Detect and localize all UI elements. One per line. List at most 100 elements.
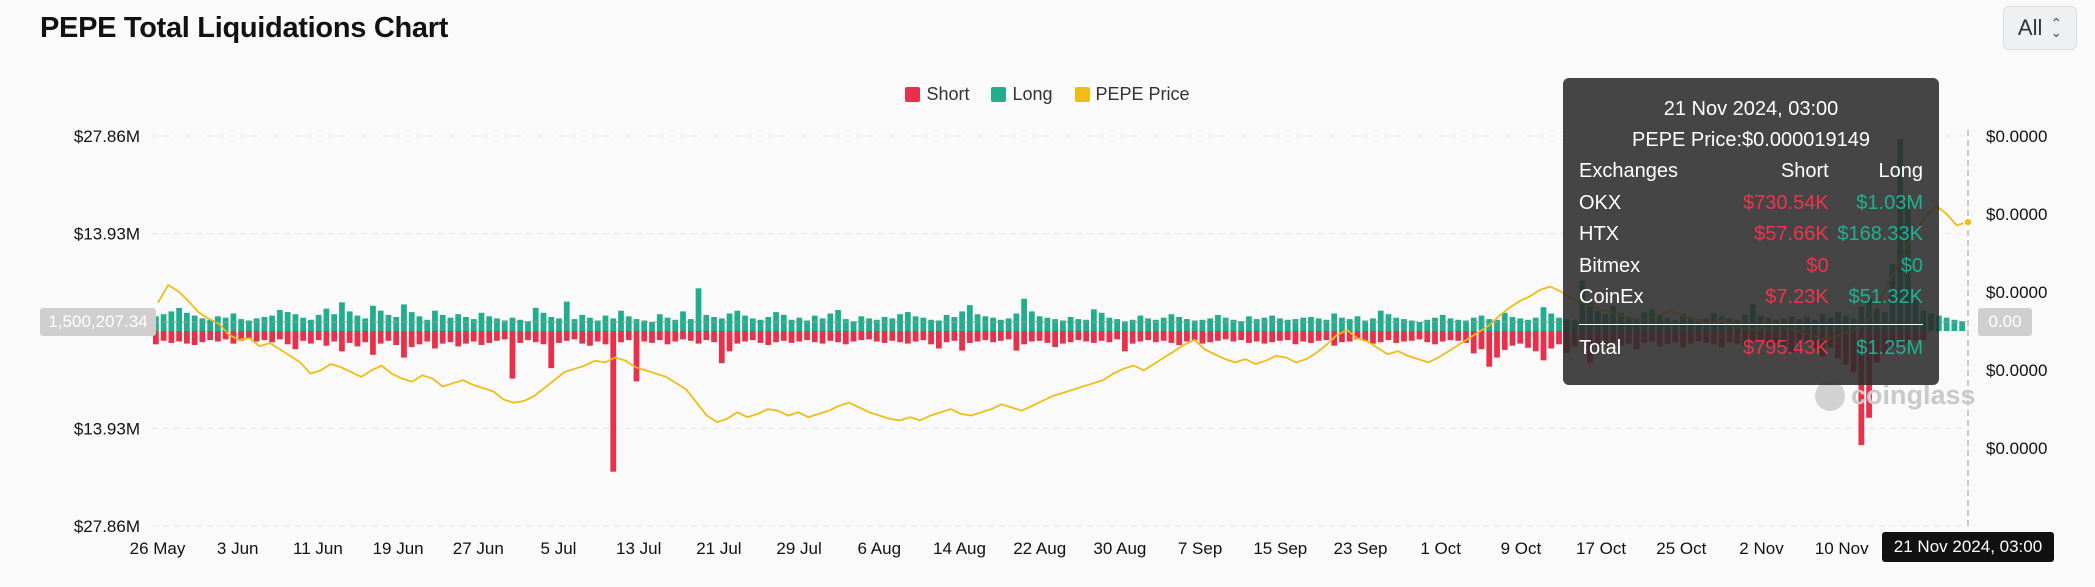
long-bar <box>687 319 694 331</box>
long-bar <box>253 318 260 331</box>
short-bar <box>1215 331 1221 341</box>
long-bar <box>1199 319 1206 331</box>
short-bar <box>742 331 748 342</box>
tooltip-exchange: Bitmex <box>1579 254 1641 277</box>
x-tick-label: 14 Aug <box>933 539 986 558</box>
short-bar <box>432 331 438 349</box>
long-bar <box>1362 320 1369 331</box>
short-bar <box>1153 331 1159 343</box>
long-bar <box>1028 311 1035 331</box>
short-bar <box>184 331 190 344</box>
long-bar <box>742 315 748 331</box>
range-select[interactable]: All ⌃ ⌄ <box>2003 6 2077 50</box>
tooltip-price: PEPE Price:$0.000019149 <box>1632 129 1870 151</box>
legend-item-short[interactable]: Short <box>905 84 969 105</box>
short-bar <box>656 331 663 341</box>
tooltip-short-value: $0 <box>1806 254 1829 277</box>
short-bar <box>331 331 338 342</box>
short-bar <box>222 331 229 340</box>
long-bar <box>292 314 299 331</box>
chart-legend: Short Long PEPE Price <box>0 84 2095 105</box>
long-bar <box>168 311 175 331</box>
short-bar <box>703 331 710 341</box>
short-bar <box>215 331 221 342</box>
long-bar <box>1548 313 1555 331</box>
price-point-marker <box>1963 217 1973 227</box>
short-bar <box>889 331 896 341</box>
short-bar <box>525 331 531 341</box>
short-bar <box>1122 331 1128 352</box>
long-bar <box>1424 319 1431 331</box>
long-bar <box>1114 319 1121 331</box>
short-bar <box>292 331 299 350</box>
long-bar <box>1129 319 1136 331</box>
x-tick-label: 21 Jul <box>696 539 741 558</box>
long-bar <box>1339 317 1345 331</box>
x-axis: 26 May 3 Jun 11 Jun 19 Jun 27 Jun 5 Jul 13 Jul… <box>130 539 1870 558</box>
x-tick-label: 11 Jun <box>293 539 343 558</box>
long-bar <box>1416 321 1423 331</box>
short-bar <box>819 331 826 344</box>
long-bar <box>1238 321 1245 331</box>
short-bar <box>1478 331 1485 350</box>
legend-item-long[interactable]: Long <box>991 84 1053 105</box>
long-bar <box>269 315 276 331</box>
legend-item-price[interactable]: PEPE Price <box>1074 84 1190 105</box>
x-tick-label: 17 Oct <box>1576 539 1626 558</box>
long-bar <box>315 314 322 331</box>
short-bar <box>928 331 934 345</box>
short-bar <box>804 331 810 341</box>
y-right-tick-label: $0.0000 <box>1986 283 2047 302</box>
long-bar <box>881 317 888 331</box>
x-tick-label: 15 Sep <box>1253 539 1307 558</box>
long-bar <box>478 312 485 331</box>
long-bar <box>796 317 803 331</box>
long-bar <box>1401 319 1407 331</box>
long-bar <box>1036 316 1043 331</box>
long-bar <box>997 319 1004 331</box>
long-bar <box>1098 312 1105 331</box>
x-tick-label: 23 Sep <box>1334 539 1388 558</box>
long-bar <box>447 317 454 331</box>
short-bar <box>1377 331 1384 343</box>
short-bar <box>548 331 555 369</box>
long-bar <box>346 311 353 331</box>
short-bar <box>191 331 198 345</box>
long-bar <box>897 314 903 331</box>
short-bar <box>1416 331 1423 340</box>
long-bar <box>982 316 989 331</box>
long-bar <box>718 318 725 331</box>
short-bar <box>571 331 578 340</box>
short-bar <box>207 331 214 341</box>
short-bar <box>990 331 996 343</box>
long-bar <box>1951 319 1958 331</box>
long-bar <box>1517 318 1524 331</box>
short-bar <box>246 331 252 339</box>
long-bar <box>1060 320 1066 331</box>
short-bar <box>1106 331 1113 343</box>
short-bar <box>904 331 911 344</box>
long-bar <box>1284 319 1291 331</box>
long-bar <box>819 318 826 331</box>
short-bar <box>1246 331 1252 343</box>
short-bar <box>153 331 159 345</box>
x-tick-label: 3 Jun <box>217 539 259 558</box>
tooltip-row-bitmex: Bitmex $0 $0 <box>1579 251 1923 283</box>
long-bar <box>656 314 663 331</box>
long-bar <box>571 319 578 331</box>
long-bar <box>966 305 973 331</box>
short-bar <box>1137 331 1144 342</box>
long-bar <box>362 318 369 331</box>
short-bar <box>1083 331 1090 342</box>
short-bar <box>711 331 717 343</box>
long-bar <box>532 307 539 331</box>
short-bar <box>393 331 400 345</box>
short-bar <box>1463 331 1469 343</box>
short-bar <box>1060 331 1066 344</box>
short-bar <box>687 331 694 341</box>
short-bar <box>424 331 431 342</box>
long-bar <box>1021 298 1027 331</box>
short-bar <box>850 331 857 342</box>
long-bar <box>649 321 655 331</box>
tooltip-total-short: $795.43K <box>1743 336 1829 359</box>
